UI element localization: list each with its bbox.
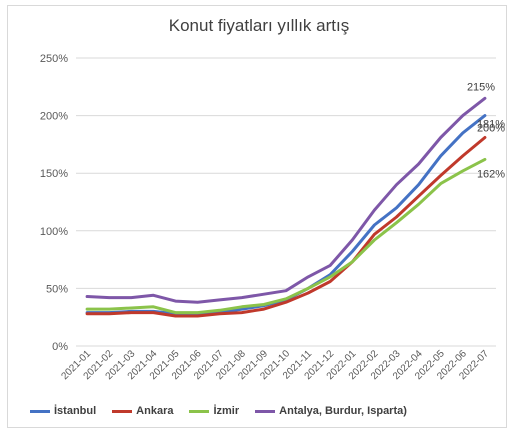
series-line: [85, 136, 487, 318]
legend-swatch: [112, 409, 133, 413]
series-line: [85, 157, 487, 315]
legend-item: Ankara: [112, 405, 173, 417]
legend-item: Antalya, Burdur, Isparta): [255, 405, 407, 417]
data-label: 215%: [467, 81, 495, 93]
data-label: 181%: [477, 118, 505, 130]
y-tick-label: 250%: [40, 53, 68, 65]
legend-item: İstanbul: [30, 405, 96, 417]
chart-legend: İstanbul Ankara İzmir Antalya, Burdur, Ispa…: [30, 405, 407, 417]
series-line: [85, 114, 487, 317]
data-label: 200%: [477, 123, 505, 135]
legend-label: İstanbul: [54, 405, 97, 417]
legend-swatch: [189, 409, 210, 413]
y-tick-label: 200%: [40, 111, 68, 123]
series-line: [85, 96, 487, 304]
legend-label: İzmir: [213, 405, 240, 417]
y-tick-label: 100%: [40, 226, 68, 238]
y-tick-label: 150%: [40, 168, 68, 180]
legend-label: Ankara: [136, 405, 174, 417]
legend-label: Antalya, Burdur, Isparta): [279, 405, 407, 417]
legend-swatch: [255, 409, 276, 413]
y-tick-label: 50%: [46, 283, 68, 295]
data-label: 162%: [477, 168, 505, 180]
legend-item: İzmir: [189, 405, 239, 417]
legend-swatch: [30, 409, 50, 413]
y-tick-label: 0%: [52, 341, 68, 353]
chart-frame: [7, 5, 507, 428]
chart-title: Konut fiyatları yıllık artış: [168, 16, 350, 35]
